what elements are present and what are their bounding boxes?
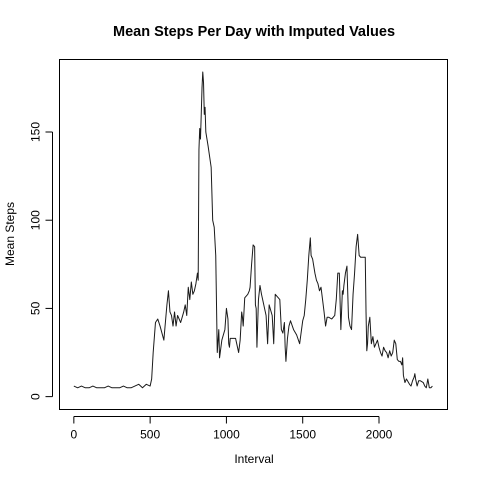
x-tick-label: 500 (140, 428, 160, 442)
x-tick-label: 2000 (366, 428, 393, 442)
x-tick-label: 1500 (289, 428, 316, 442)
chart-title: Mean Steps Per Day with Imputed Values (113, 24, 395, 40)
x-tick-label: 0 (70, 428, 77, 442)
plot-frame (60, 60, 448, 410)
y-axis: 0 50 100 150 (29, 122, 53, 400)
y-tick-label: 0 (29, 393, 43, 400)
x-axis: 0 500 1000 1500 2000 (70, 417, 392, 442)
y-tick-label: 50 (29, 301, 43, 315)
x-tick-label: 1000 (213, 428, 240, 442)
x-axis-label: Interval (234, 452, 273, 466)
y-tick-label: 150 (29, 122, 43, 142)
y-axis-label: Mean Steps (3, 202, 17, 266)
y-tick-label: 100 (29, 210, 43, 230)
series-line (74, 72, 433, 388)
